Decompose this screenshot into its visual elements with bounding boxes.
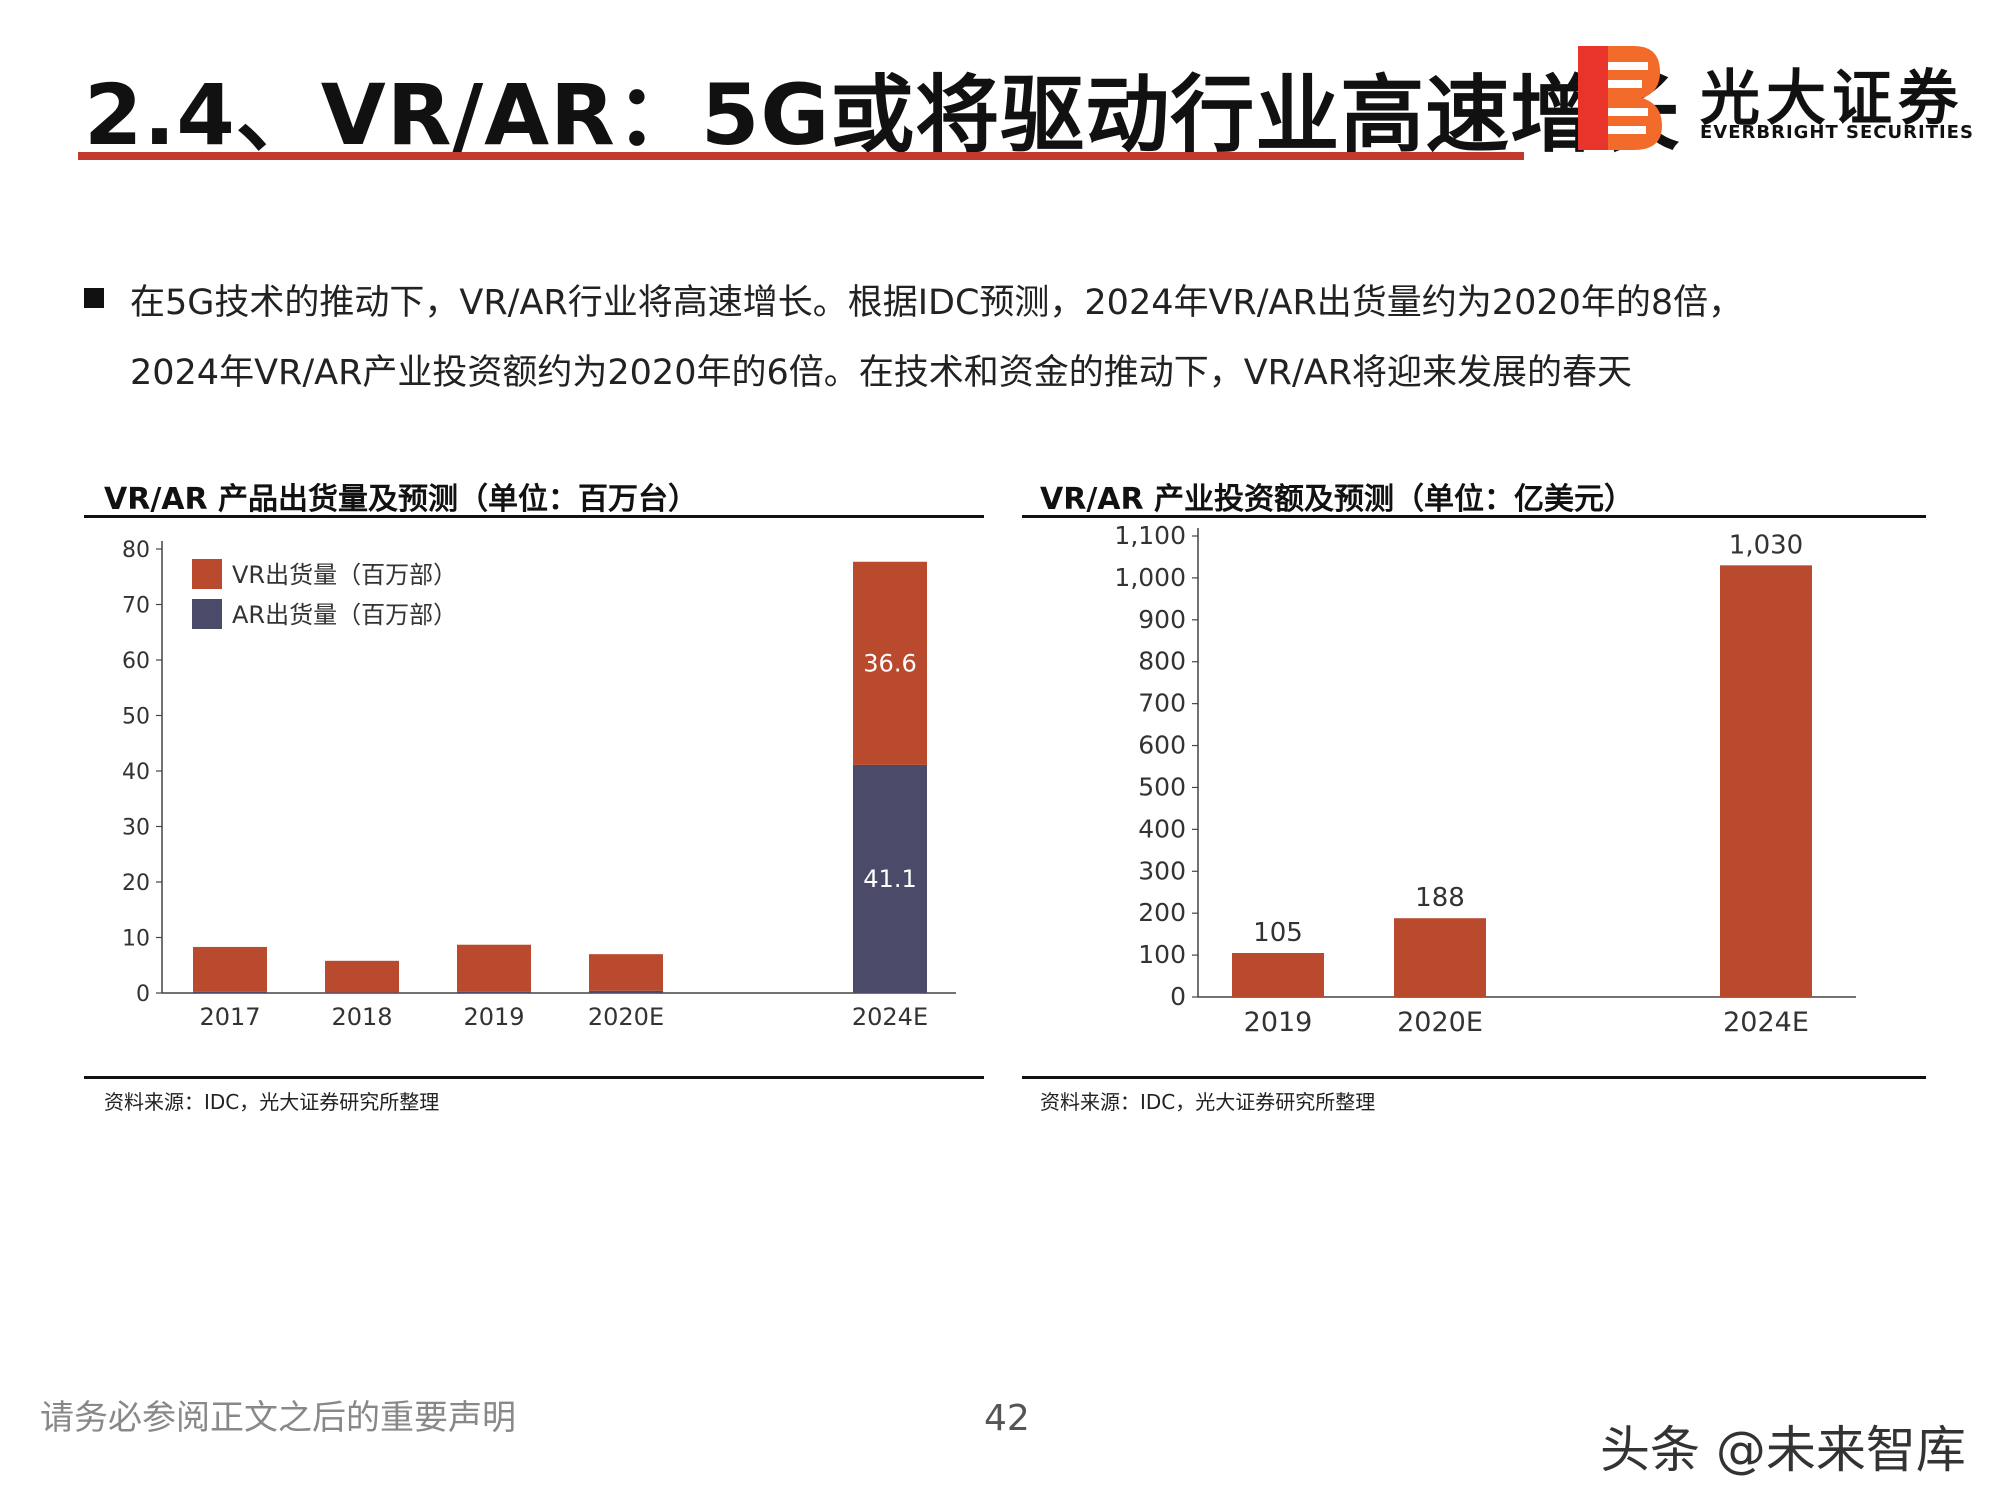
chart2-bottom-rule (1022, 1076, 1926, 1079)
chart1-source: 资料来源：IDC，光大证券研究所整理 (104, 1090, 440, 1114)
y-tick-label: 600 (1138, 731, 1186, 760)
chart1-bottom-rule (84, 1076, 984, 1079)
y-tick-label: 1,000 (1114, 563, 1186, 592)
y-tick-label: 200 (1138, 898, 1186, 927)
chart1-top-rule (84, 515, 984, 518)
bar-series0-2020E (589, 990, 663, 993)
bullet-text-line-1: 在5G技术的推动下，VR/AR行业将高速增长。根据IDC预测，2024年VR/A… (130, 283, 1744, 323)
title-underline (78, 152, 1524, 160)
bar-value-2024E (1720, 565, 1812, 997)
legend-swatch (192, 559, 222, 589)
y-tick-label: 40 (122, 760, 150, 785)
y-tick-label: 0 (136, 982, 150, 1007)
y-tick-label: 30 (122, 816, 150, 841)
data-label: 105 (1253, 918, 1303, 948)
x-tick-label: 2020E (588, 1003, 664, 1031)
chart2-top-rule (1022, 515, 1926, 518)
y-tick-label: 70 (122, 594, 150, 619)
brand-name-en: EVERBRIGHT SECURITIES (1700, 122, 1974, 143)
page-title: 2.4、VR/AR：5G或将驱动行业高速增长 (84, 66, 1681, 164)
y-tick-label: 0 (1170, 982, 1186, 1011)
bar-series0-2019 (457, 991, 531, 993)
y-tick-label: 50 (122, 705, 150, 730)
y-tick-label: 10 (122, 927, 150, 952)
x-tick-label: 2019 (1244, 1007, 1313, 1038)
page-number: 42 (984, 1398, 1030, 1439)
y-tick-label: 100 (1138, 940, 1186, 969)
everbright-logo-icon (1578, 46, 1662, 150)
x-tick-label: 2018 (331, 1003, 392, 1031)
watermark: 头条 @未来智库 (1600, 1421, 1966, 1479)
y-tick-label: 500 (1138, 772, 1186, 801)
bar-value-2020E (1394, 918, 1486, 997)
bar-series0-2017 (193, 991, 267, 993)
brand-name-cn: 光大证券 (1700, 64, 1964, 134)
x-tick-label: 2024E (852, 1003, 928, 1031)
y-tick-label: 400 (1138, 814, 1186, 843)
data-label: 188 (1415, 883, 1465, 913)
bar-series1-2019 (457, 944, 531, 992)
chart2-source: 资料来源：IDC，光大证券研究所整理 (1040, 1090, 1376, 1114)
bar-series1-2024E (853, 561, 927, 765)
bar-value-2019 (1232, 952, 1324, 997)
y-tick-label: 80 (122, 538, 150, 563)
chart1-title: VR/AR 产品出货量及预测（单位：百万台） (104, 482, 699, 517)
legend-label: AR出货量（百万部） (232, 601, 457, 629)
x-tick-label: 2019 (463, 1003, 524, 1031)
bar-series1-2017 (193, 946, 267, 992)
chart1-plot: 0 10 20 30 40 50 60 70 80 2017 2018 2019 2020E 41.1 36… (122, 538, 956, 1031)
data-label: 36.6 (863, 649, 916, 677)
x-tick-label: 2024E (1723, 1007, 1809, 1038)
y-tick-label: 60 (122, 649, 150, 674)
chart2-plot: 0 100 200 300 400 500 600 700 800 900 1,000 1,100 10… (1114, 522, 1856, 1038)
data-label: 41.1 (863, 865, 916, 893)
bar-series0-2018 (325, 992, 399, 993)
y-tick-label: 20 (122, 871, 150, 896)
bar-series1-2020E (589, 954, 663, 991)
footer-disclaimer: 请务必参阅正文之后的重要声明 (40, 1398, 516, 1438)
y-tick-label: 700 (1138, 689, 1186, 718)
y-tick-label: 1,100 (1114, 522, 1186, 550)
bar-series1-2018 (325, 960, 399, 993)
x-tick-label: 2017 (199, 1003, 260, 1031)
data-label: 1,030 (1729, 530, 1803, 560)
legend-swatch (192, 599, 222, 629)
legend-label: VR出货量（百万部） (232, 561, 457, 589)
bullet-square-icon (84, 288, 104, 308)
y-tick-label: 300 (1138, 856, 1186, 885)
y-tick-label: 900 (1138, 605, 1186, 634)
y-tick-label: 800 (1138, 647, 1186, 676)
chart2-title: VR/AR 产业投资额及预测（单位：亿美元） (1040, 482, 1635, 517)
bar-series0-2024E (853, 764, 927, 993)
x-tick-label: 2020E (1397, 1007, 1483, 1038)
bullet-text-line-2: 2024年VR/AR产业投资额约为2020年的6倍。在技术和资金的推动下，VR/… (130, 353, 1633, 393)
